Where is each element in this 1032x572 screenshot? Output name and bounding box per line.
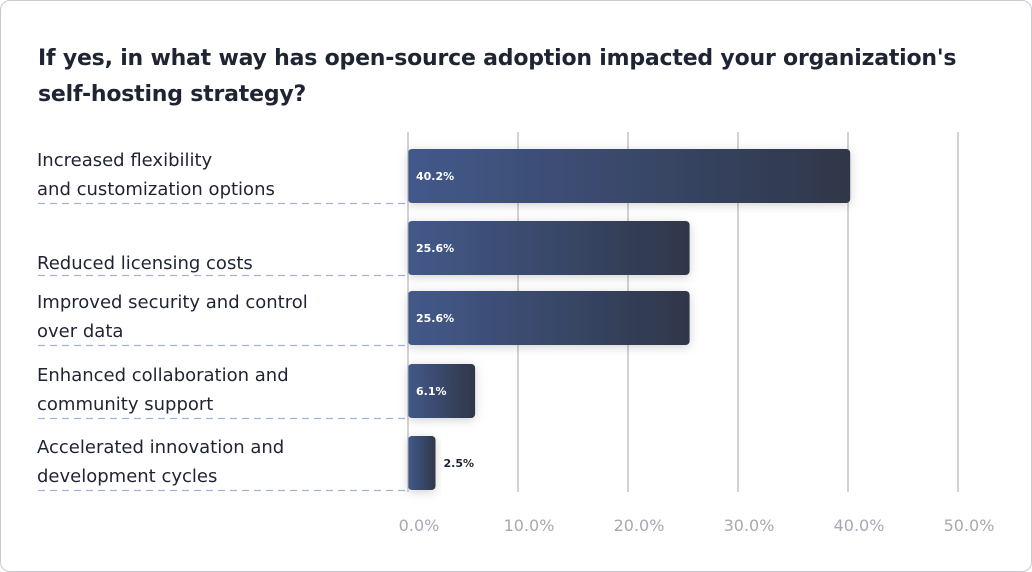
- bar-value-label: 25.6%: [416, 242, 454, 255]
- bar-value-label: 2.5%: [444, 457, 475, 470]
- bar: [408, 221, 690, 275]
- category-label: and customization options: [37, 179, 275, 200]
- x-tick-label: 40.0%: [834, 516, 885, 535]
- chart-title: If yes, in what way has open-source adop…: [38, 46, 957, 107]
- x-tick-label: 0.0%: [399, 516, 440, 535]
- category-label: Improved security and control: [37, 292, 308, 313]
- x-tick-label: 30.0%: [724, 516, 775, 535]
- category-label: over data: [37, 321, 123, 342]
- bar: [408, 364, 476, 418]
- category-label: Reduced licensing costs: [37, 253, 253, 274]
- bar-value-label: 25.6%: [416, 312, 454, 325]
- category-label: development cycles: [37, 466, 217, 487]
- bar-value-label: 40.2%: [416, 170, 454, 183]
- category-label: Enhanced collaboration and: [37, 365, 289, 386]
- bar: [408, 436, 436, 490]
- category-label: Accelerated innovation and: [37, 437, 284, 458]
- x-tick-label: 50.0%: [944, 516, 995, 535]
- bar: [408, 149, 851, 203]
- x-tick-label: 20.0%: [614, 516, 665, 535]
- bar-value-label: 6.1%: [416, 385, 447, 398]
- category-label: community support: [37, 394, 213, 415]
- x-tick-label: 10.0%: [504, 516, 555, 535]
- category-label: Increased flexibility: [37, 150, 213, 171]
- bar: [408, 291, 690, 345]
